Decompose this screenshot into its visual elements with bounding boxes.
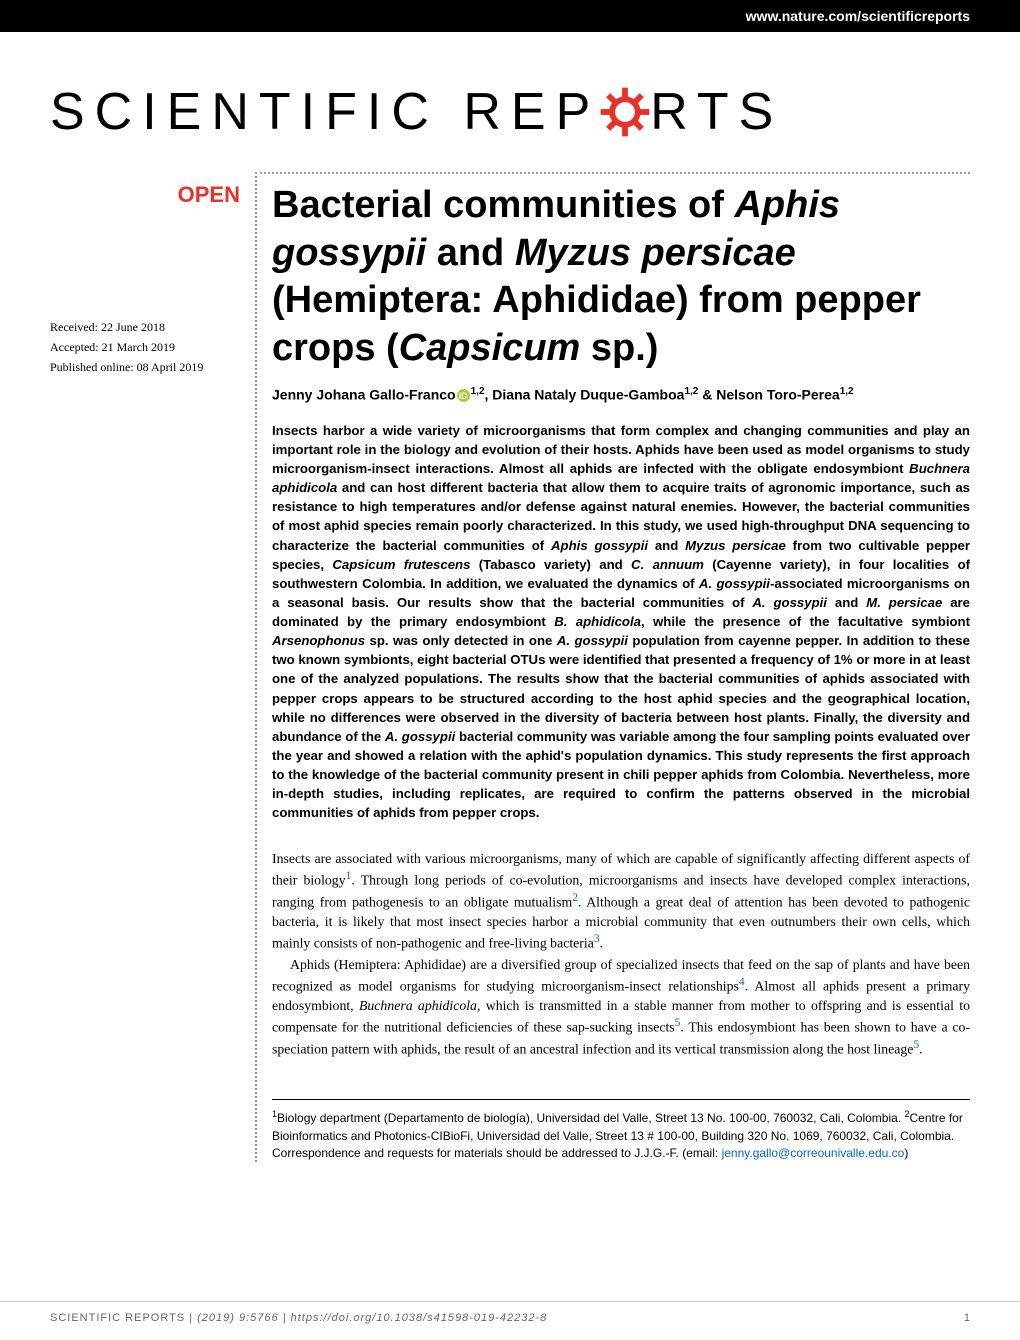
right-column: Bacterial communities of Aphis gossypii … (255, 172, 970, 1162)
dates-block: Received: 22 June 2018 Accepted: 21 Marc… (50, 318, 240, 378)
article-title: Bacterial communities of Aphis gossypii … (272, 182, 970, 372)
abstract: Insects harbor a wide variety of microor… (272, 421, 970, 823)
author-1: Jenny Johana Gallo-Franco (272, 387, 456, 403)
body-paragraph-2: Aphids (Hemiptera: Aphididae) are a dive… (272, 955, 970, 1059)
date-received: Received: 22 June 2018 (50, 318, 240, 337)
journal-name-right: RTS (650, 82, 783, 142)
email-link[interactable]: jenny.gallo@correounivalle.edu.co (722, 1146, 905, 1160)
page-number: 1 (964, 1312, 970, 1324)
authors: Jenny Johana Gallo-FrancoiD1,2, Diana Na… (272, 386, 970, 403)
footer: SCIENTIFIC REPORTS | (2019) 9:5766 | htt… (0, 1301, 1020, 1340)
author-2: , Diana Nataly Duque-Gamboa (485, 387, 685, 403)
header-bar: www.nature.com/scientificreports (0, 0, 1020, 32)
orcid-icon[interactable]: iD (457, 389, 470, 402)
journal-name-left: SCIENTIFIC REP (50, 82, 600, 142)
gear-icon (596, 83, 654, 141)
date-accepted: Accepted: 21 March 2019 (50, 338, 240, 357)
journal-logo: SCIENTIFIC REP RTS (50, 82, 970, 142)
footer-citation: SCIENTIFIC REPORTS | (2019) 9:5766 | htt… (50, 1312, 547, 1324)
body-paragraph-1: Insects are associated with various micr… (272, 849, 970, 953)
open-badge: OPEN (50, 182, 240, 208)
content-row: OPEN Received: 22 June 2018 Accepted: 21… (0, 172, 1020, 1162)
author-3: & Nelson Toro-Perea (698, 387, 839, 403)
left-column: OPEN Received: 22 June 2018 Accepted: 21… (50, 172, 255, 1162)
header-url[interactable]: www.nature.com/scientificreports (746, 8, 970, 24)
affiliations: 1Biology department (Departamento de bio… (272, 1099, 970, 1162)
date-published: Published online: 08 April 2019 (50, 358, 240, 377)
body-text: Insects are associated with various micr… (272, 849, 970, 1060)
